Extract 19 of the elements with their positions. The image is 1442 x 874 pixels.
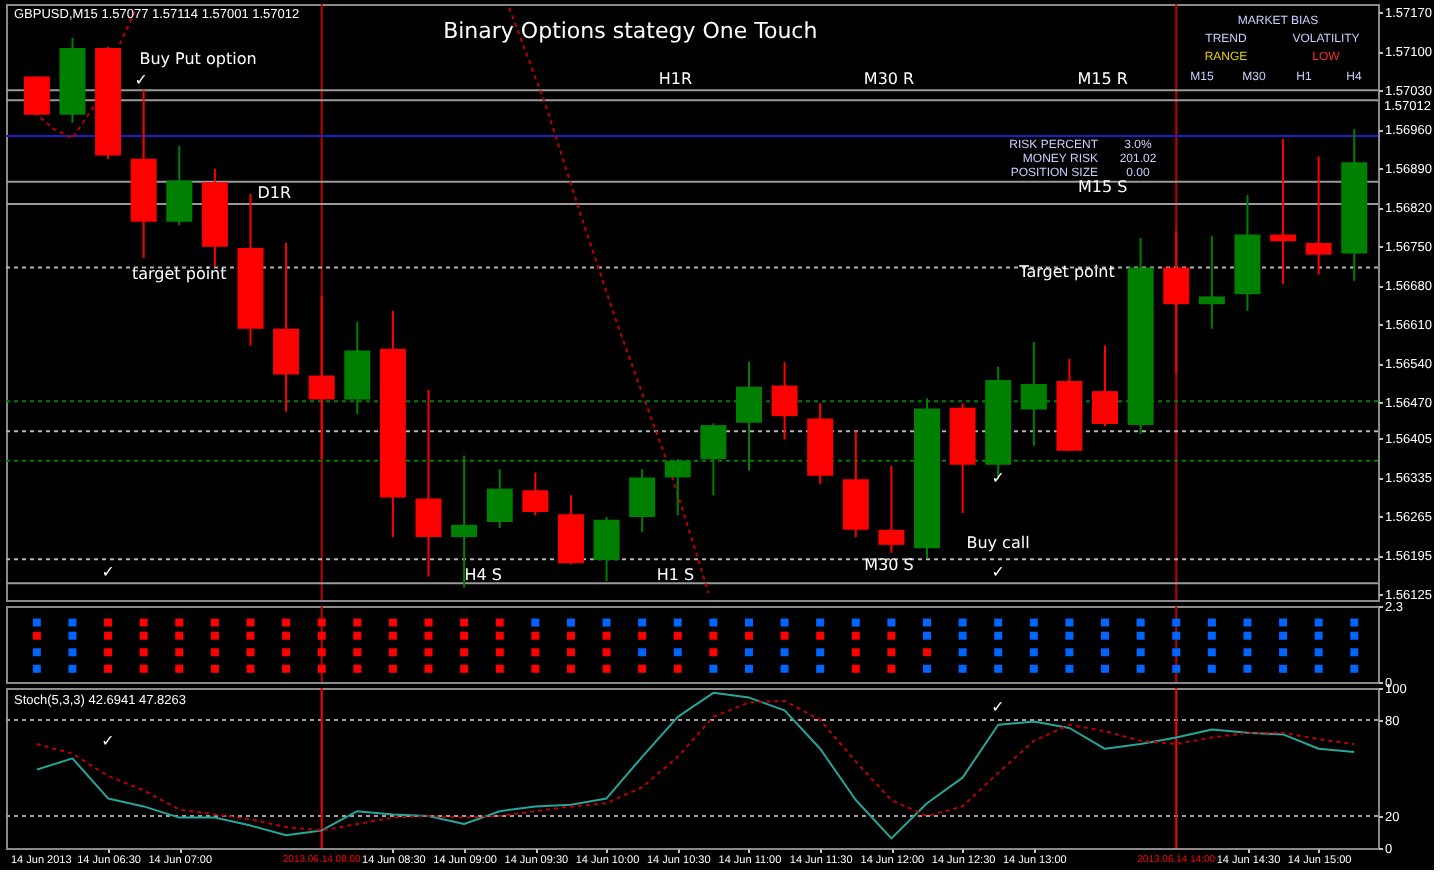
annotation: M30 S [864, 556, 914, 575]
annotation: Target point [1017, 263, 1115, 282]
annotation: Buy call [966, 534, 1030, 552]
annotation: ✓ [991, 698, 1005, 716]
annotation: Buy Put option [139, 50, 257, 68]
annotation: M15 R [1077, 70, 1129, 89]
annotation: ✓ [101, 563, 115, 582]
annotation: ✓ [991, 563, 1005, 582]
annotation: H4 S [464, 566, 502, 585]
annotation: D1R [257, 184, 292, 203]
annotation: H1 S [656, 566, 695, 585]
annotation: M15 S [1077, 177, 1128, 196]
annotation: M30 R [863, 70, 916, 89]
annotation: ✓ [134, 70, 148, 89]
annotation: target point [132, 265, 227, 284]
text: Binary Options stategy One Touch [443, 18, 818, 44]
annotation: ✓ [101, 732, 115, 750]
annotation: H1R [658, 70, 693, 89]
annotation: ✓ [991, 469, 1005, 488]
